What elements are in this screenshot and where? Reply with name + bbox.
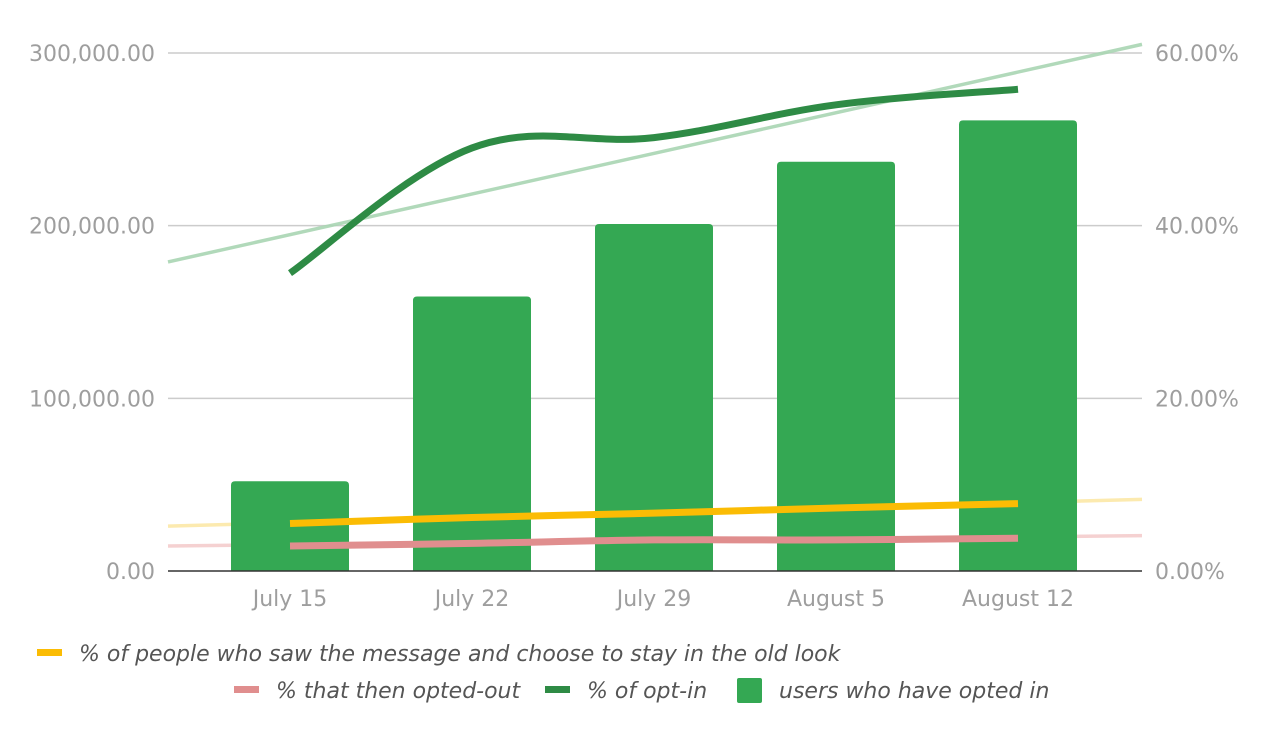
legend-swatch-stay-old-look — [37, 649, 62, 656]
legend-item-stay-old-look[interactable]: % of people who saw the message and choo… — [37, 642, 842, 667]
bar[interactable] — [959, 120, 1077, 571]
series-line[interactable] — [288, 85, 1019, 277]
left-tick-label: 0.00 — [106, 560, 155, 585]
legend-swatch-users-opted-in — [737, 678, 762, 703]
right-axis-ticks: 0.00% 20.00% 40.00% 60.00% — [1155, 42, 1239, 585]
legend: % of people who saw the message and choo… — [37, 642, 1049, 704]
left-tick-label: 200,000.00 — [29, 215, 155, 240]
left-axis-ticks: 0.00 100,000.00 200,000.00 300,000.00 — [29, 42, 155, 585]
series-line[interactable] — [289, 534, 1019, 550]
trendline — [167, 42, 1143, 264]
bar[interactable] — [595, 223, 713, 571]
series-line[interactable] — [289, 500, 1019, 528]
right-tick-label: 0.00% — [1155, 560, 1225, 585]
legend-item-opted-out[interactable]: % that then opted-out — [234, 679, 522, 704]
bar[interactable] — [231, 481, 349, 571]
legend-label-stay-old-look: % of people who saw the message and choo… — [79, 642, 842, 667]
legend-swatch-opted-out — [234, 686, 259, 693]
legend-item-users-opted-in[interactable]: users who have opted in — [737, 678, 1049, 704]
legend-label-opted-out: % that then opted-out — [276, 679, 522, 704]
right-tick-label: 20.00% — [1155, 387, 1239, 412]
x-tick-label: July 29 — [615, 587, 692, 612]
left-tick-label: 100,000.00 — [29, 387, 155, 412]
bar[interactable] — [777, 161, 895, 571]
legend-label-users-opted-in: users who have opted in — [779, 679, 1049, 704]
right-tick-label: 60.00% — [1155, 42, 1239, 67]
bar[interactable] — [413, 296, 531, 571]
line-series — [288, 85, 1019, 550]
x-axis-ticks: July 15 July 22 July 29 August 5 August 12 — [251, 587, 1074, 612]
legend-item-opt-in-percent[interactable]: % of opt-in — [545, 679, 707, 704]
x-tick-label: August 5 — [787, 587, 885, 612]
x-tick-label: August 12 — [962, 587, 1074, 612]
legend-swatch-opt-in-percent — [545, 686, 570, 693]
legend-label-opt-in-percent: % of opt-in — [587, 679, 707, 704]
x-tick-label: July 22 — [433, 587, 510, 612]
x-tick-label: July 15 — [251, 587, 328, 612]
right-tick-label: 40.00% — [1155, 215, 1239, 240]
left-tick-label: 300,000.00 — [29, 42, 155, 67]
bar-series — [231, 120, 1077, 571]
